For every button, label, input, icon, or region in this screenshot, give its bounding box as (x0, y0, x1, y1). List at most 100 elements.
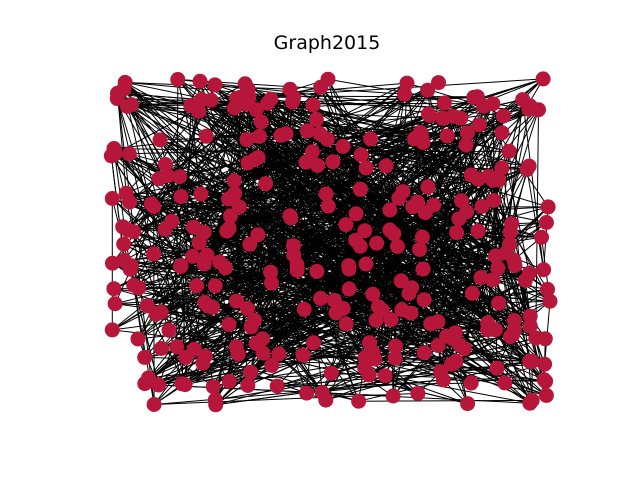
graph-node (237, 96, 253, 112)
graph-node (269, 378, 285, 394)
graph-node (502, 236, 517, 252)
graph-edge (322, 337, 536, 393)
graph-node (390, 239, 405, 254)
graph-edge (180, 265, 187, 358)
graph-node (383, 312, 399, 328)
graph-node (412, 124, 428, 140)
graph-node (474, 198, 490, 214)
graph-edge (535, 109, 539, 339)
graph-node (439, 128, 455, 144)
graph-node (470, 223, 486, 239)
graph-node (430, 338, 446, 354)
graph-node (122, 194, 137, 210)
graph-edge (226, 144, 467, 232)
graph-node (410, 385, 426, 401)
graph-node (299, 385, 315, 401)
graph-node (260, 95, 276, 111)
graph-node (451, 211, 467, 227)
graph-edge (463, 288, 548, 350)
graph-edge (401, 309, 531, 317)
graph-node (325, 154, 341, 170)
graph-node (258, 176, 274, 192)
graph-edge (292, 101, 496, 179)
graph-node (361, 367, 377, 383)
graph-node (485, 272, 501, 288)
graph-node (221, 220, 237, 236)
graph-node (521, 265, 537, 281)
graph-node (502, 329, 518, 345)
graph-edge (397, 246, 425, 301)
graph-node (480, 169, 496, 184)
graph-node (405, 199, 421, 215)
graph-node (386, 226, 402, 242)
graph-node (460, 396, 476, 412)
graph-edge (116, 98, 195, 350)
graph-edge (317, 165, 528, 170)
graph-edge (144, 353, 279, 385)
graph-edge (201, 99, 494, 281)
graph-node (318, 186, 334, 202)
graph-edge (159, 139, 323, 393)
graph-node (416, 292, 432, 308)
graph-node (185, 248, 201, 264)
graph-node (365, 286, 381, 302)
graph-edge (212, 243, 510, 308)
graph-node (338, 217, 354, 233)
graph-edge (248, 86, 321, 103)
graph-edge (112, 132, 503, 331)
graph-node (537, 356, 553, 372)
graph-node (433, 364, 449, 380)
graph-node (435, 110, 451, 126)
graph-node (200, 298, 216, 314)
graph-node (473, 270, 489, 286)
graph-node (264, 357, 280, 373)
graph-edge (151, 203, 227, 232)
graph-node (247, 152, 263, 168)
graph-edge (112, 142, 424, 331)
graph-node (240, 81, 256, 97)
graph-node (463, 375, 479, 391)
graph-node (460, 125, 475, 141)
graph-edge (246, 139, 528, 170)
graph-edge (214, 343, 257, 401)
graph-node (308, 112, 324, 128)
graph-node (137, 349, 153, 365)
graph-node (173, 259, 189, 274)
graph-node (104, 322, 120, 338)
graph-edge (316, 142, 424, 272)
graph-node (105, 255, 120, 271)
graph-node (172, 169, 188, 185)
graph-node (540, 281, 555, 297)
graph-node (251, 128, 267, 144)
graph-node (309, 263, 325, 279)
graph-edge (255, 99, 272, 344)
graph-node (358, 256, 374, 272)
graph-node (107, 296, 123, 312)
graph-edge (289, 215, 377, 321)
graph-node (289, 262, 305, 278)
graph-node (431, 75, 446, 91)
graph-edge (111, 198, 182, 267)
graph-node (103, 148, 119, 164)
graph-node (124, 97, 139, 113)
graph-node (313, 79, 329, 95)
graph-node (126, 224, 142, 240)
graph-node (348, 206, 364, 222)
graph-node (104, 191, 120, 206)
graph-edge (478, 124, 515, 321)
graph-edge (296, 165, 387, 271)
graph-edge (425, 168, 528, 214)
graph-edge (320, 86, 434, 206)
graph-node (341, 281, 357, 297)
graph-node (358, 160, 374, 176)
graph-node (230, 346, 246, 362)
graph-node (323, 365, 339, 381)
graph-edge (171, 220, 206, 357)
graph-node (378, 158, 394, 174)
graph-node (189, 278, 205, 294)
graph-node (519, 161, 535, 177)
graph-node (263, 264, 278, 280)
graph-node (153, 341, 169, 356)
graph-node (160, 168, 176, 184)
graph-node (193, 186, 209, 202)
